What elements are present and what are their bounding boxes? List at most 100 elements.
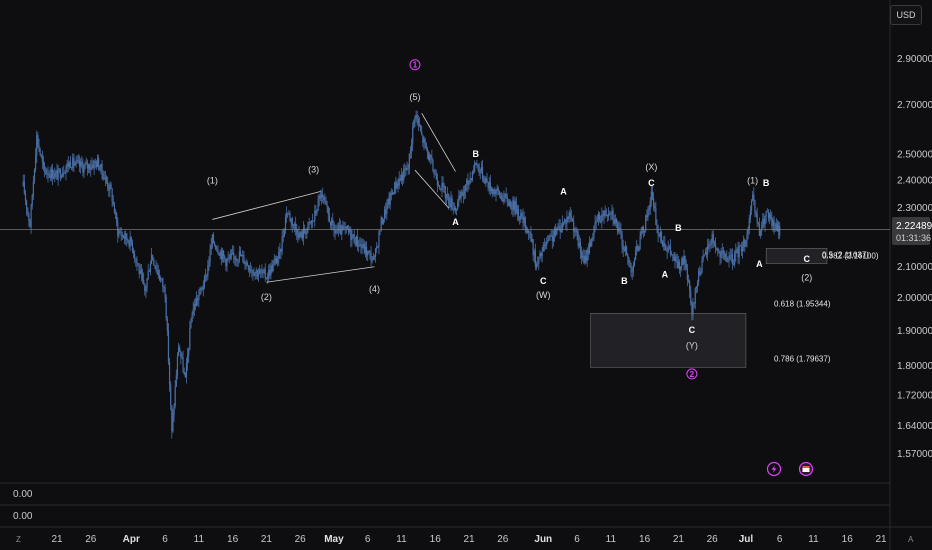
candle-body — [27, 208, 29, 214]
candle-body — [607, 213, 610, 217]
candle-body — [645, 215, 647, 231]
candle-body — [424, 139, 426, 143]
wave-label: (5) — [409, 92, 420, 102]
price-tick-label: 2.40000 — [897, 176, 932, 187]
zoom-button[interactable]: Z — [16, 535, 21, 544]
candle-body — [562, 221, 565, 224]
candle-body — [383, 209, 386, 219]
trendlines[interactable] — [212, 113, 456, 283]
candle-body — [135, 258, 137, 260]
candle-body — [299, 232, 301, 238]
candle-body — [495, 191, 497, 195]
candle-body — [71, 167, 73, 169]
candle-body — [257, 273, 260, 277]
small-target-zone — [765, 248, 828, 264]
candle-body — [408, 153, 410, 169]
candle-body — [368, 251, 370, 252]
trendline[interactable] — [266, 266, 375, 283]
candle-body — [667, 247, 669, 252]
candle-body — [170, 384, 172, 406]
lightning-icon[interactable] — [766, 461, 782, 477]
candle-body — [320, 194, 323, 198]
auto-scale-button[interactable]: A — [908, 535, 914, 544]
candle-body — [99, 168, 101, 170]
candle-body — [753, 194, 755, 201]
candle-body — [726, 258, 728, 262]
candle-body — [128, 242, 130, 247]
candle-body — [117, 222, 119, 236]
trendline[interactable] — [421, 113, 456, 172]
candle-body — [182, 357, 184, 373]
wave-label: A — [662, 270, 669, 280]
candle-body — [445, 194, 448, 198]
candle-body — [81, 161, 83, 166]
currency-label: USD — [896, 10, 916, 20]
trendline[interactable] — [414, 169, 450, 209]
candle-body — [775, 223, 777, 230]
price-axis[interactable]: 2.90000 2.70000 2.50000 2.40000 2.30000 2.100… — [897, 54, 932, 460]
currency-button[interactable]: USD — [890, 5, 922, 25]
candle-body — [75, 160, 77, 165]
time-axis[interactable]: 21 26 Apr 6 11 16 21 26 May 6 11 16 21 26 Jun 6 11 16 21 26… — [51, 534, 887, 545]
price-tick-label: 2.00000 — [897, 293, 932, 304]
wave-labels: (1) (2) (3) (4) (5) 1 A B A C (W) B (X) C B A C (Y) 2 (1) B A… — [207, 59, 812, 380]
candle-body — [62, 172, 64, 177]
candle-body — [48, 174, 50, 176]
candle-body — [580, 252, 583, 258]
candle-body — [82, 165, 84, 173]
trendline[interactable] — [212, 191, 321, 220]
candle-body — [498, 190, 500, 195]
candle-body — [489, 181, 491, 192]
candle-body — [687, 280, 690, 282]
candle-body — [378, 231, 380, 247]
candle-body — [195, 298, 198, 306]
candle-body — [207, 265, 209, 277]
candle-body — [683, 256, 685, 265]
candle-body — [174, 386, 176, 406]
candle-body — [72, 157, 74, 169]
candle-body — [575, 230, 577, 233]
time-tick-label: Apr — [123, 534, 140, 545]
candle-body — [655, 208, 657, 226]
candle-body — [255, 270, 257, 273]
candle-body — [740, 245, 743, 252]
candle-body — [454, 207, 457, 211]
candle-body — [405, 167, 407, 171]
candle-body — [703, 254, 705, 256]
candle-body — [269, 269, 271, 276]
wave-circle-label: 2 — [690, 370, 695, 379]
candle-body — [153, 259, 155, 266]
calendar-event-icon[interactable] — [798, 461, 814, 477]
candle-body — [98, 158, 100, 170]
candle-body — [147, 271, 149, 279]
candle-body — [522, 215, 524, 223]
candle-body — [521, 213, 523, 216]
candle-body — [702, 255, 704, 260]
candle-body — [341, 225, 343, 235]
candle-body — [414, 117, 416, 120]
candle-body — [707, 245, 709, 255]
candle-body — [729, 255, 731, 260]
candle-body — [532, 239, 534, 256]
candle-body — [345, 226, 347, 228]
candle-body — [120, 232, 122, 236]
candle-body — [685, 263, 687, 269]
wave-label: (4) — [369, 284, 380, 294]
candle-body — [586, 250, 588, 262]
candle-body — [327, 207, 329, 215]
candle-body — [247, 265, 249, 270]
candle-body — [173, 405, 175, 416]
candle-body — [298, 232, 300, 239]
candle-body — [191, 314, 193, 323]
candle-body — [220, 251, 222, 260]
candle-body — [432, 159, 434, 171]
candle-body — [398, 178, 400, 186]
time-tick-label: 6 — [777, 534, 783, 545]
candle-body — [510, 201, 512, 209]
candle-body — [749, 210, 752, 219]
candle-body — [496, 188, 498, 192]
candle-body — [684, 256, 686, 264]
candle-body — [215, 245, 217, 250]
wave-label: (3) — [308, 165, 319, 175]
